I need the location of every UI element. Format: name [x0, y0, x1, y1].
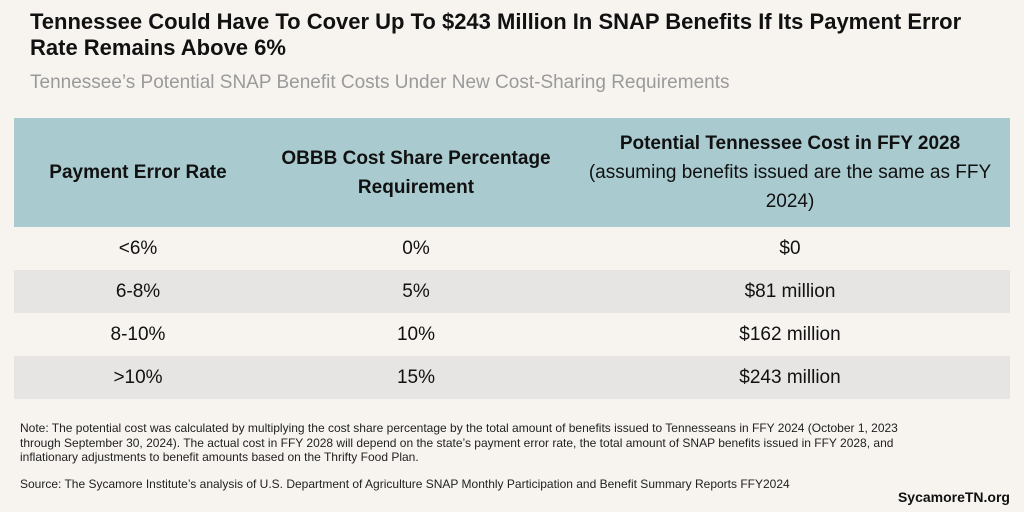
column-header-detail: (assuming benefits issued are the same a…	[588, 162, 992, 212]
table-cell: 6-8%	[14, 270, 262, 313]
table-row: >10% 15% $243 million	[14, 356, 1010, 399]
table-row: 6-8% 5% $81 million	[14, 270, 1010, 313]
header-row: Payment Error Rate OBBB Cost Share Perce…	[14, 118, 1010, 227]
table-cell: $0	[570, 227, 1010, 270]
table-cell: >10%	[14, 356, 262, 399]
table-cell: 0%	[262, 227, 570, 270]
table-cell: <6%	[14, 227, 262, 270]
table-row: <6% 0% $0	[14, 227, 1010, 270]
table-cell: $162 million	[570, 313, 1010, 356]
table-row: 8-10% 10% $162 million	[14, 313, 1010, 356]
table-cell: $81 million	[570, 270, 1010, 313]
column-header: Potential Tennessee Cost in FFY 2028 (ass…	[570, 118, 1010, 227]
table-cell: 15%	[262, 356, 570, 399]
table-cell: 5%	[262, 270, 570, 313]
brand: SycamoreTN.org	[897, 489, 1010, 505]
column-header: OBBB Cost Share Percentage Requirement	[262, 118, 570, 227]
table-cell: 10%	[262, 313, 570, 356]
table-cell: $243 million	[570, 356, 1010, 399]
subtitle: Tennessee’s Potential SNAP Benefit Costs…	[30, 72, 730, 93]
table-cell: 8-10%	[14, 313, 262, 356]
source: Source: The Sycamore Institute’s analysi…	[20, 477, 790, 491]
column-header-main: Potential Tennessee Cost in FFY 2028	[619, 133, 961, 154]
column-header: Payment Error Rate	[14, 118, 262, 227]
cost-table: Payment Error Rate OBBB Cost Share Perce…	[14, 118, 1010, 399]
table-body: <6% 0% $0 6-8% 5% $81 million 8-10% 10% $162 mil…	[14, 227, 1010, 399]
note: Note: The potential cost was calculated …	[20, 421, 898, 464]
title: Tennessee Could Have To Cover Up To $243…	[30, 9, 962, 60]
